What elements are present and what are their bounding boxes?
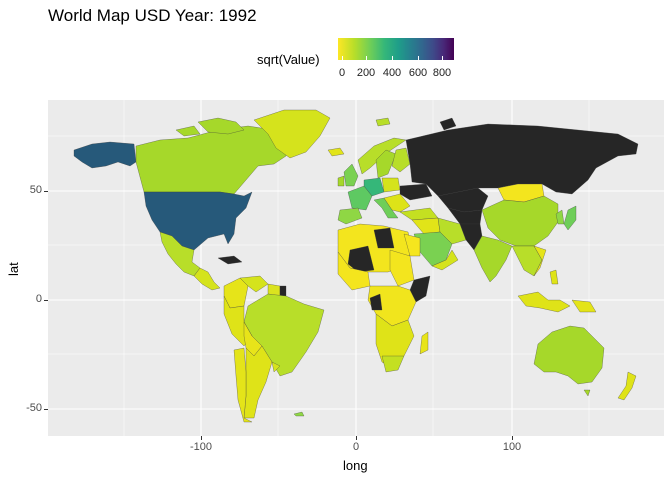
country-russia bbox=[405, 123, 639, 197]
country-new-zealand bbox=[617, 371, 637, 401]
legend-tick-label: 0 bbox=[338, 67, 346, 79]
legend-tick-label: 800 bbox=[432, 67, 452, 79]
y-tick-mark bbox=[44, 300, 48, 301]
country-libya-dark bbox=[373, 227, 395, 249]
y-tick-label: -50 bbox=[26, 402, 42, 414]
country-alaska bbox=[73, 141, 137, 169]
world-map bbox=[48, 100, 664, 436]
country-tasmania bbox=[583, 389, 591, 397]
y-tick-label: 50 bbox=[29, 184, 42, 196]
x-axis-label: long bbox=[343, 458, 368, 473]
country-china bbox=[481, 195, 559, 247]
country-iran bbox=[437, 217, 467, 245]
country-canada-islands bbox=[197, 117, 245, 135]
y-axis-label: lat bbox=[6, 262, 21, 276]
country-france bbox=[347, 185, 373, 211]
country-svalbard bbox=[375, 117, 391, 127]
country-malaysia-indonesia bbox=[517, 291, 571, 313]
country-balkans bbox=[383, 193, 411, 213]
country-australia bbox=[533, 325, 605, 385]
y-tick-label: 0 bbox=[35, 293, 42, 305]
legend-tick-label: 600 bbox=[408, 67, 428, 79]
x-tick-label: -100 bbox=[189, 441, 213, 453]
country-central-america bbox=[193, 267, 221, 291]
legend-tick-mark bbox=[392, 56, 393, 60]
country-philippines bbox=[549, 269, 559, 285]
country-central-asia bbox=[447, 207, 483, 225]
legend-title: sqrt(Value) bbox=[257, 52, 320, 67]
country-finland bbox=[391, 147, 411, 173]
x-tick-mark bbox=[512, 436, 513, 440]
country-congo-dark bbox=[369, 293, 383, 311]
country-png bbox=[571, 299, 597, 313]
country-novaya bbox=[439, 117, 457, 131]
country-japan bbox=[563, 205, 577, 231]
country-venezuela bbox=[239, 275, 269, 293]
country-sahel-dark bbox=[347, 245, 375, 273]
country-iceland bbox=[327, 147, 345, 157]
country-vietnam bbox=[533, 245, 547, 277]
legend-tick-mark bbox=[342, 56, 343, 60]
country-turkey bbox=[399, 207, 439, 221]
country-south-africa bbox=[381, 355, 405, 373]
y-tick-mark bbox=[44, 409, 48, 410]
legend-tick-mark bbox=[442, 56, 443, 60]
country-canada-islands bbox=[175, 125, 201, 137]
country-ukraine bbox=[399, 183, 433, 201]
country-uk bbox=[343, 163, 359, 187]
country-yemen-oman bbox=[431, 249, 459, 271]
country-cuba bbox=[217, 255, 243, 265]
country-horn-dark bbox=[409, 275, 431, 303]
country-iceland-small bbox=[293, 411, 305, 417]
country-greenland bbox=[253, 109, 331, 159]
country-spain bbox=[337, 207, 363, 225]
country-egypt bbox=[403, 233, 421, 257]
legend-tick-label: 400 bbox=[382, 67, 402, 79]
x-tick-mark bbox=[201, 436, 202, 440]
legend-colorbar bbox=[338, 38, 454, 60]
chart-title: World Map USD Year: 1992 bbox=[48, 6, 257, 25]
legend-tick-mark bbox=[366, 56, 367, 60]
country-argentina bbox=[243, 345, 273, 419]
country-united-states bbox=[143, 191, 253, 251]
country-suriname bbox=[279, 285, 287, 297]
country-india bbox=[473, 235, 513, 283]
country-sweden bbox=[375, 149, 397, 179]
x-tick-label: 100 bbox=[502, 441, 522, 453]
country-uruguay bbox=[271, 361, 281, 373]
y-tick-mark bbox=[44, 191, 48, 192]
country-chile bbox=[233, 347, 253, 423]
country-madagascar bbox=[419, 331, 429, 355]
country-poland bbox=[381, 177, 401, 193]
x-tick-label: 0 bbox=[352, 441, 360, 453]
legend-tick-label: 200 bbox=[356, 67, 376, 79]
country-syria-iraq bbox=[411, 217, 441, 235]
x-tick-mark bbox=[356, 436, 357, 440]
legend-tick-mark bbox=[418, 56, 419, 60]
country-sudan bbox=[389, 249, 415, 287]
country-ireland bbox=[337, 175, 345, 187]
country-germany bbox=[363, 177, 385, 197]
